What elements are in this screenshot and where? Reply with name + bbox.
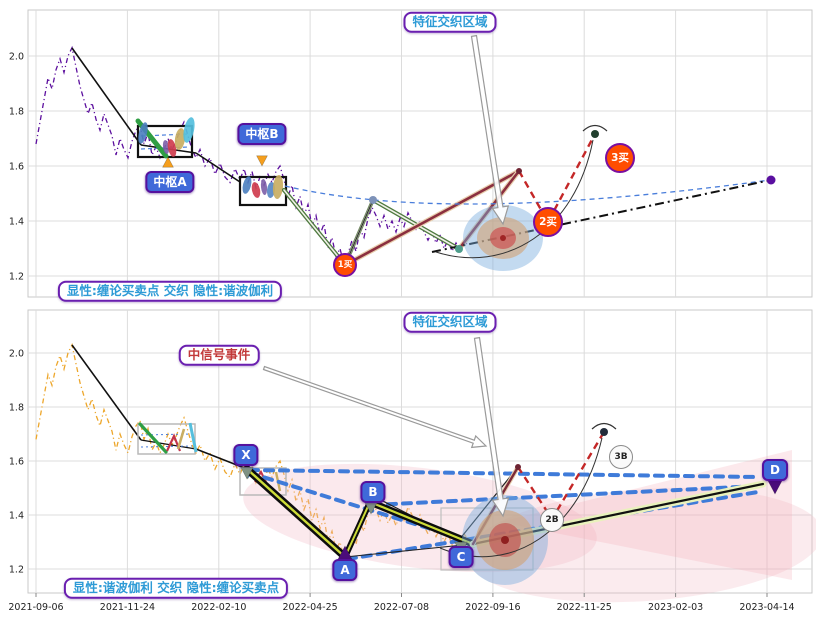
annotation-ellipse (251, 182, 261, 198)
x-tick-label: 2022-04-25 (282, 602, 337, 613)
x-tick-label: 2022-02-10 (191, 602, 246, 613)
annotation-band (245, 467, 347, 559)
marker-dot (766, 175, 776, 185)
annotation-line (346, 490, 760, 561)
pivot-box (137, 423, 196, 455)
annotation-line (188, 422, 198, 453)
pointer-arrow (262, 365, 488, 449)
y-tick-label: 1.8 (9, 403, 24, 414)
annotation-ellipse (242, 176, 252, 194)
annotation-line (140, 445, 193, 448)
annotation-line (248, 471, 472, 543)
marker-dot (455, 245, 463, 253)
y-tick-label: 1.8 (9, 107, 24, 118)
annotation-line (140, 439, 197, 450)
marker-dot (500, 235, 506, 241)
y-tick-label: 1.6 (9, 457, 24, 468)
annotation-path (500, 450, 792, 580)
x-tick-label: 2023-04-14 (739, 602, 794, 613)
x-tick-label: 2021-09-06 (8, 602, 63, 613)
pointer-arrow (470, 34, 510, 226)
x-tick-label: 2022-11-25 (557, 602, 612, 613)
x-tick-label: 2022-09-16 (465, 602, 520, 613)
marker-dot (516, 168, 522, 174)
pivot-box (239, 467, 287, 496)
annotation-ellipse (167, 139, 177, 157)
annotation-band (343, 169, 521, 267)
x-tick-label: 2021-11-24 (100, 602, 155, 613)
annotation-line (138, 422, 168, 454)
x-tick-label: 2022-07-08 (374, 602, 429, 613)
annotation-ellipse (266, 182, 276, 198)
y-tick-label: 2.0 (9, 349, 24, 360)
annotation-line (195, 152, 241, 183)
marker-dot (501, 536, 509, 544)
y-tick-label: 1.2 (9, 565, 24, 576)
panel-upper (27, 9, 813, 298)
y-tick-label: 1.4 (9, 511, 24, 522)
annotation-path (582, 124, 608, 132)
annotation-band (344, 501, 371, 558)
marker-dot (591, 130, 599, 138)
annotation-ellipse (162, 140, 170, 154)
y-tick-label: 1.4 (9, 217, 24, 228)
marker-dot (369, 196, 377, 204)
annotation-line (371, 484, 760, 507)
annotation-band (457, 169, 521, 251)
y-tick-label: 1.2 (9, 272, 24, 283)
annotation-line (517, 133, 597, 225)
annotation-band (368, 500, 475, 546)
marker-triangle (240, 466, 254, 480)
annotation-ellipse (174, 128, 186, 150)
marker-triangle (256, 155, 268, 167)
x-tick-label: 2023-02-03 (648, 602, 703, 613)
annotation-line (140, 433, 193, 436)
price-line-lower (35, 342, 469, 561)
annotation-path (435, 139, 594, 259)
pointer-arrow (473, 336, 510, 518)
annotation-ellipse (272, 175, 284, 199)
annotation-line (71, 344, 142, 441)
annotation-line (71, 47, 142, 146)
annotation-line (176, 428, 186, 450)
y-tick-label: 2.0 (9, 52, 24, 63)
panel-lower (27, 309, 813, 594)
annotation-band (283, 189, 346, 266)
annotation-line (248, 468, 760, 479)
marker-triangle (162, 156, 174, 168)
annotation-path (284, 179, 771, 205)
annotation-ellipse (260, 179, 268, 195)
annotation-ellipse (138, 122, 148, 144)
annotation-ellipse (183, 117, 195, 143)
marker-dot (600, 428, 608, 436)
marker-dot (515, 464, 521, 470)
y-tick-label: 1.6 (9, 162, 24, 173)
annotation-path (591, 422, 617, 430)
